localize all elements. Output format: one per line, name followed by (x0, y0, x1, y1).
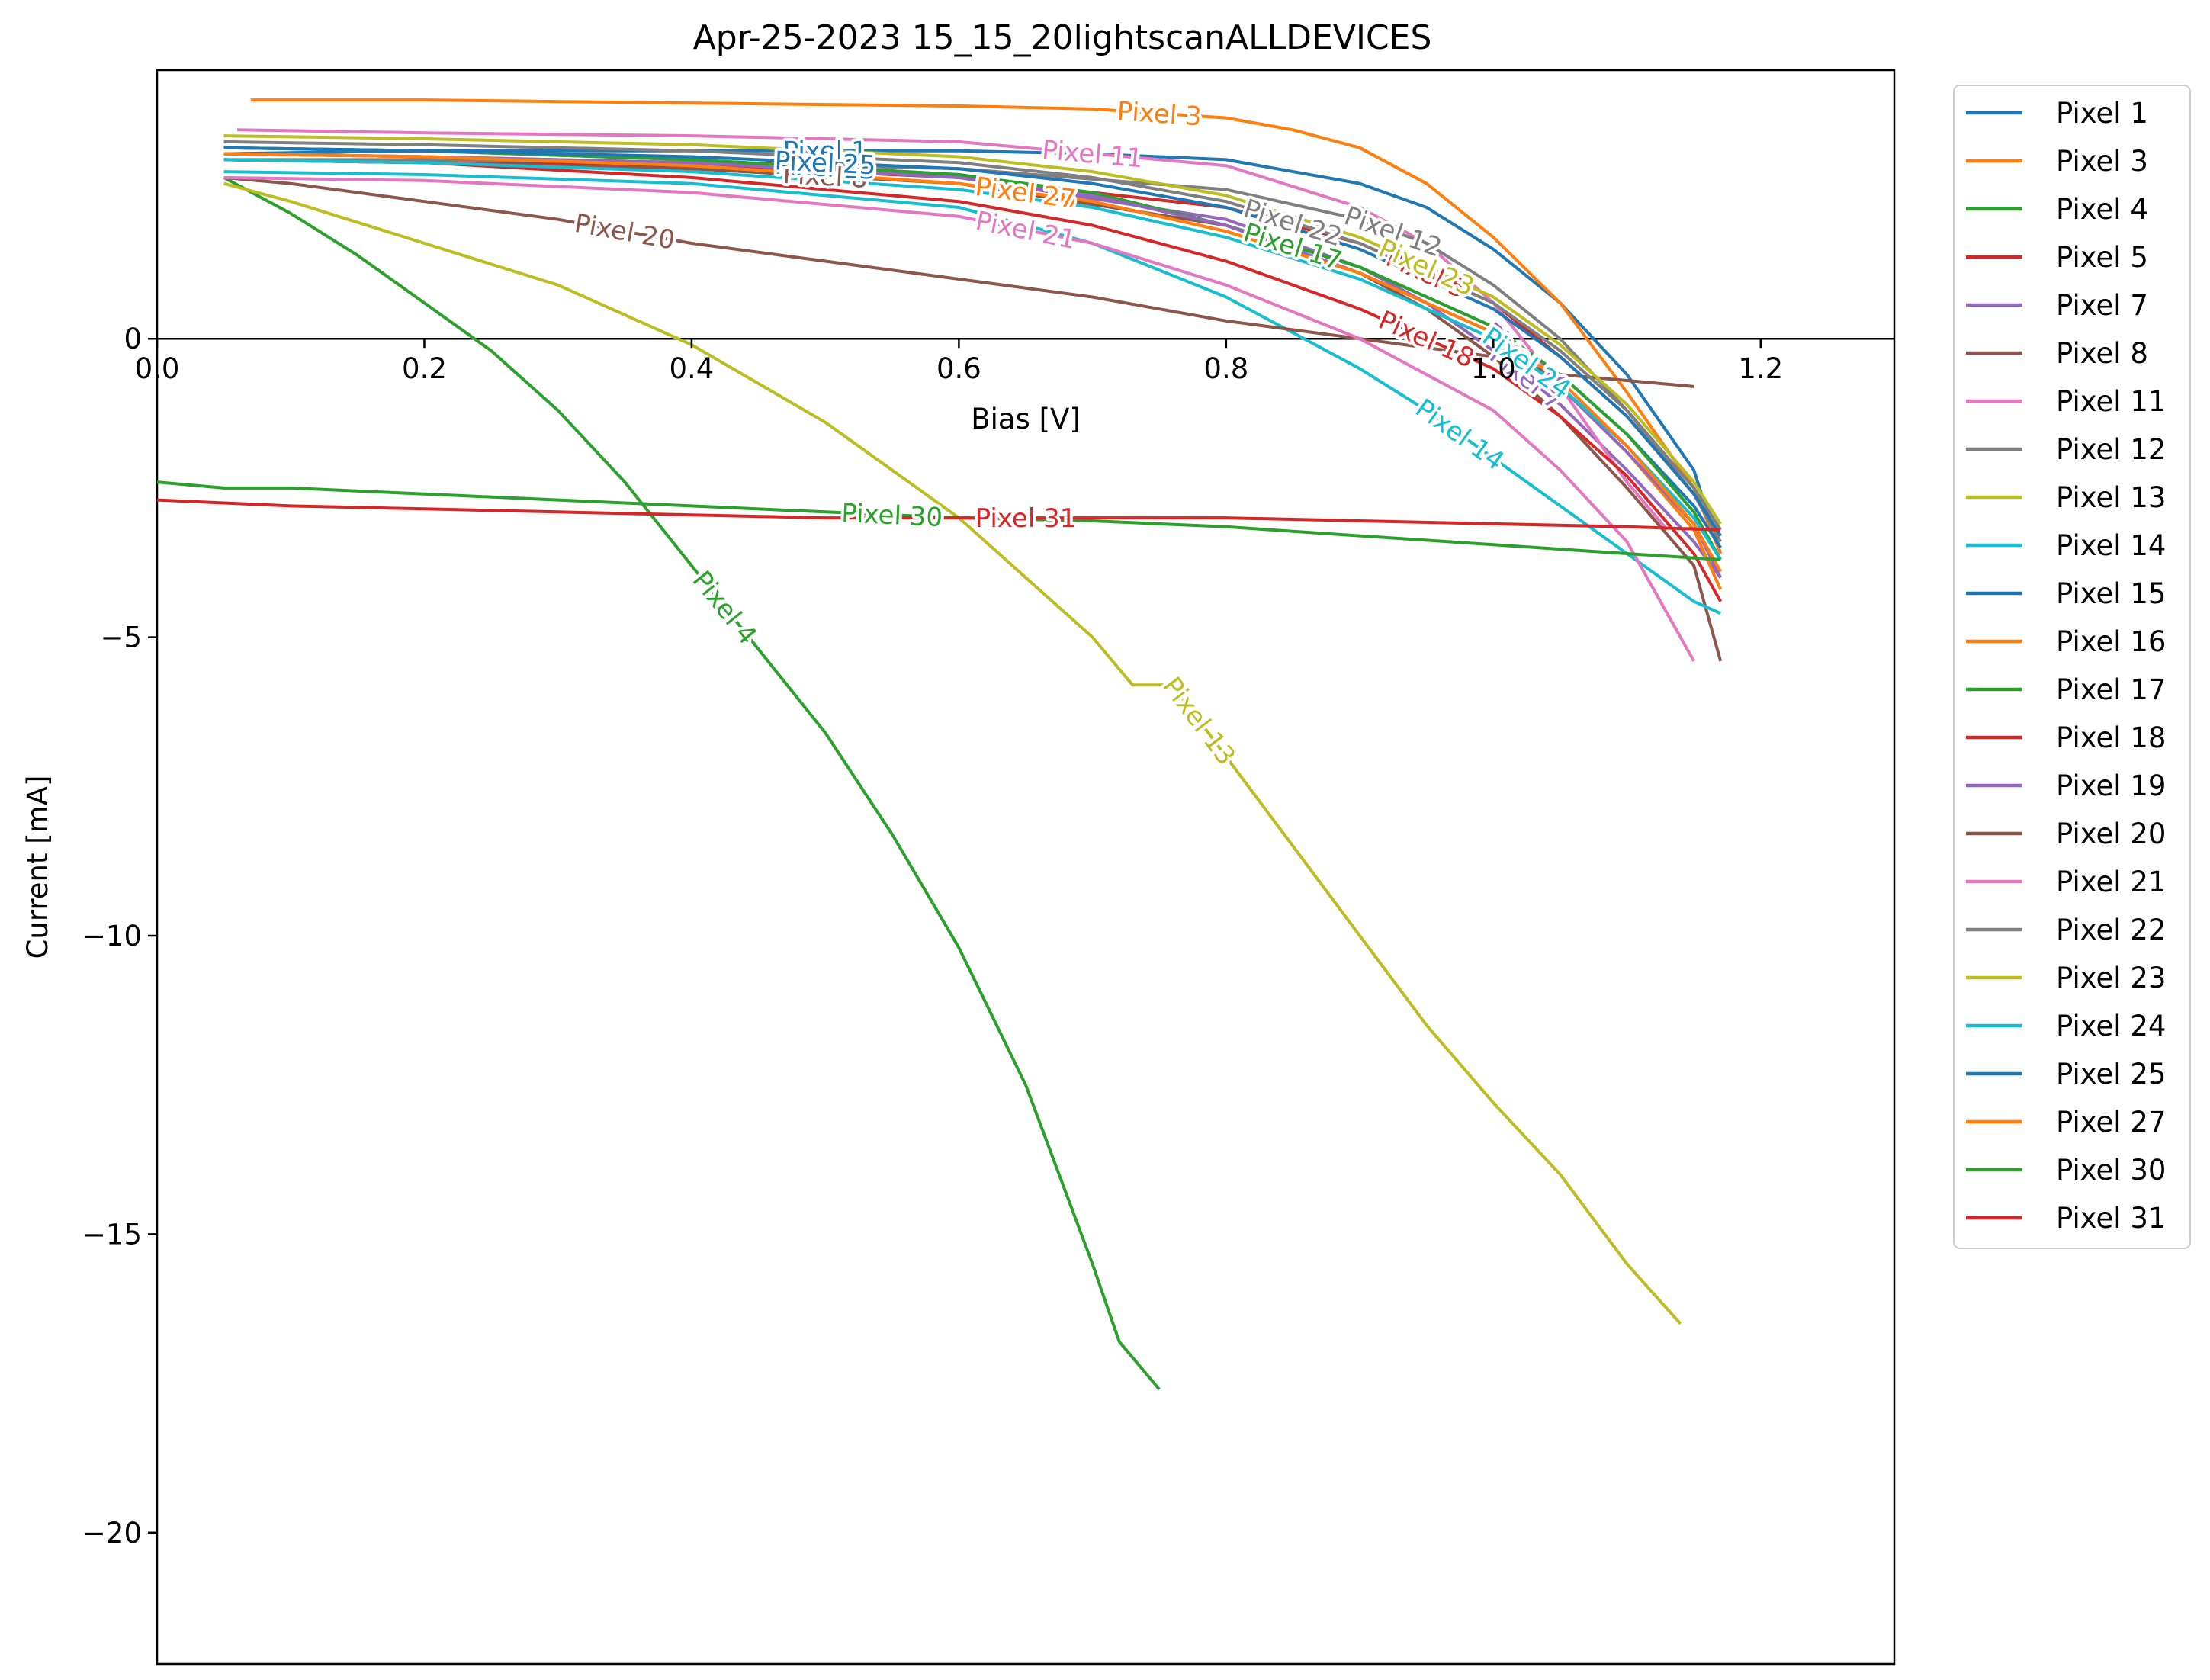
legend-label-pixel-20: Pixel 20 (2056, 818, 2166, 850)
legend-label-pixel-18: Pixel 18 (2056, 721, 2166, 754)
legend-label-pixel-11: Pixel 11 (2056, 385, 2166, 418)
y-tick-label: −5 (100, 622, 142, 654)
y-axis-label: Current [mA] (21, 776, 54, 959)
legend-label-pixel-5: Pixel 5 (2056, 241, 2148, 274)
legend-items: Pixel 1 Pixel 3 Pixel 4 Pixel 5 Pixel 7 Pixel… (1966, 97, 2166, 1235)
y-tick-label: −15 (82, 1218, 142, 1251)
legend-label-pixel-16: Pixel 16 (2056, 625, 2166, 658)
series-line-pixel-23 (223, 134, 1722, 525)
legend-label-pixel-8: Pixel 8 (2056, 337, 2148, 370)
inline-label-pixel-25: Pixel 25 (774, 146, 876, 181)
inline-label-pixel-13: Pixel 13 (1156, 672, 1241, 771)
series-line-pixel-27 (223, 152, 1722, 573)
legend-label-pixel-15: Pixel 15 (2056, 577, 2166, 610)
legend-label-pixel-27: Pixel 27 (2056, 1106, 2166, 1139)
legend-label-pixel-12: Pixel 12 (2056, 433, 2166, 466)
series-line-pixel-31 (156, 498, 1721, 532)
legend-label-pixel-25: Pixel 25 (2056, 1058, 2166, 1091)
legend-label-pixel-24: Pixel 24 (2056, 1010, 2166, 1042)
legend-label-pixel-3: Pixel 3 (2056, 145, 2148, 178)
legend-label-pixel-4: Pixel 4 (2056, 193, 2148, 226)
y-axis-ticks: 0 −5 −10 −15 −20 (82, 323, 157, 1550)
x-tick-label: 1.2 (1738, 352, 1783, 385)
series-line-pixel-30 (156, 480, 1721, 561)
series-line-pixel-21 (223, 175, 1695, 662)
legend-label-pixel-7: Pixel 7 (2056, 289, 2148, 322)
x-tick-label: 0.0 (135, 352, 180, 385)
x-axis-label: Bias [V] (971, 403, 1081, 435)
inline-label-pixel-3: Pixel 3 (1116, 96, 1203, 132)
series-line-pixel-13 (223, 181, 1682, 1325)
series-line-pixel-18 (223, 158, 1722, 602)
series-line-pixel-11 (237, 128, 1669, 531)
series-line-pixel-14 (223, 170, 1722, 615)
y-tick-label: −10 (82, 920, 142, 952)
x-tick-label: 0.6 (936, 352, 981, 385)
legend-label-pixel-30: Pixel 30 (2056, 1154, 2166, 1187)
inline-label-pixel-31: Pixel 31 (975, 503, 1077, 534)
x-tick-label: 1.0 (1471, 352, 1516, 385)
legend-label-pixel-14: Pixel 14 (2056, 529, 2166, 562)
legend-label-pixel-22: Pixel 22 (2056, 914, 2166, 946)
legend-frame (1953, 85, 2191, 1249)
legend-label-pixel-21: Pixel 21 (2056, 866, 2166, 898)
inline-label-pixel-18: Pixel 18 (1374, 305, 1479, 374)
x-tick-label: 0.8 (1203, 352, 1248, 385)
series-line-pixel-25 (223, 146, 1722, 537)
legend-label-pixel-13: Pixel 13 (2056, 481, 2166, 514)
inline-label-pixel-30: Pixel 30 (841, 498, 943, 533)
x-tick-label: 0.4 (670, 352, 715, 385)
legend-label-pixel-1: Pixel 1 (2056, 97, 2148, 130)
series-group (156, 98, 1723, 1391)
plot-frame (156, 69, 1896, 1666)
inline-label-pixel-14: Pixel 14 (1409, 393, 1509, 477)
x-axis-ticks: 0.0 0.2 0.4 0.6 0.8 1.0 1.2 (135, 339, 1783, 385)
chart-title: Apr-25-2023 15_15_20lightscanALLDEVICES (693, 18, 1432, 57)
series-line-pixel-19 (223, 152, 1722, 579)
legend-label-pixel-19: Pixel 19 (2056, 769, 2166, 802)
series-line-pixel-8 (223, 158, 1723, 662)
y-tick-label: −20 (82, 1517, 142, 1550)
legend: Pixel 1 Pixel 3 Pixel 4 Pixel 5 Pixel 7 Pixel… (1953, 85, 2191, 1249)
legend-label-pixel-17: Pixel 17 (2056, 673, 2166, 706)
legend-label-pixel-31: Pixel 31 (2056, 1202, 2166, 1235)
series-line-pixel-3 (250, 98, 1723, 554)
series-line-pixel-22 (223, 140, 1722, 531)
legend-label-pixel-23: Pixel 23 (2056, 962, 2166, 994)
x-tick-label: 0.2 (402, 352, 447, 385)
y-tick-label: 0 (124, 323, 142, 355)
inline-label-pixel-8: Pixel 8 (782, 159, 869, 194)
series-line-pixel-4 (223, 176, 1161, 1391)
inline-label-pixel-4: Pixel 4 (686, 565, 763, 650)
inline-label-pixel-20: Pixel 20 (572, 208, 677, 256)
inline-label-pixel-1: Pixel 1 (783, 137, 868, 167)
series-line-pixel-17 (223, 146, 1722, 561)
